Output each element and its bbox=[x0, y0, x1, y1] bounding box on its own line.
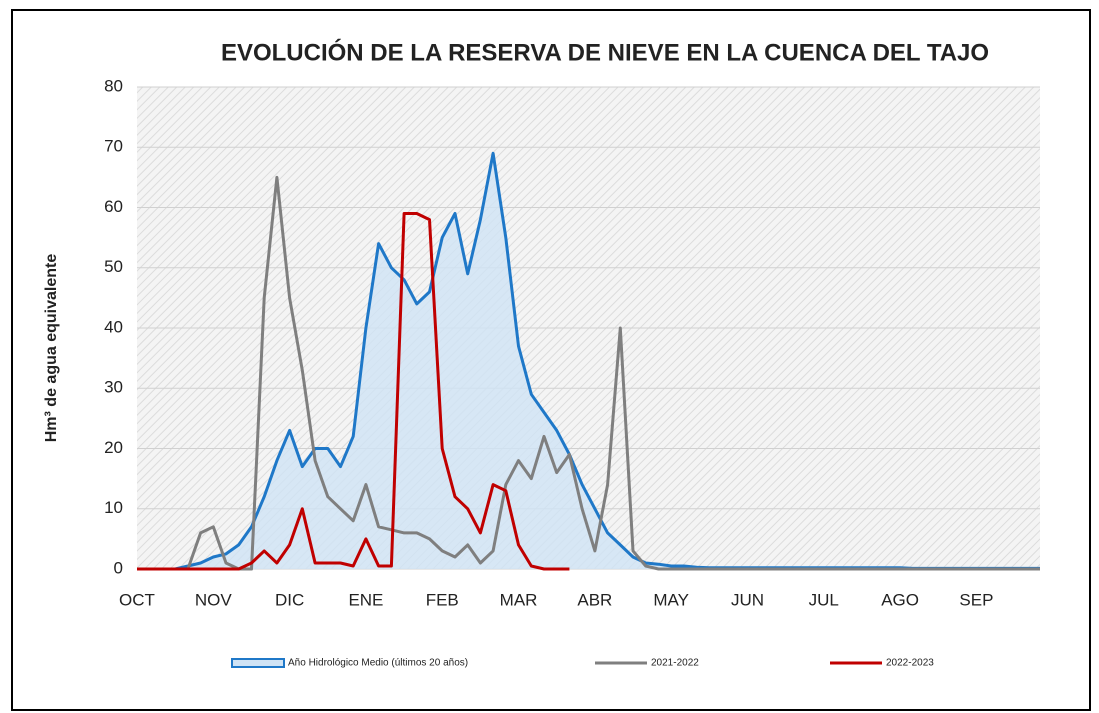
x-tick-label: AGO bbox=[881, 590, 919, 609]
x-tick-label: FEB bbox=[426, 590, 459, 609]
x-tick-label: MAY bbox=[653, 590, 689, 609]
legend-label: Año Hidrológico Medio (últimos 20 años) bbox=[288, 658, 468, 669]
y-tick-label: 10 bbox=[104, 498, 123, 517]
y-tick-label: 40 bbox=[104, 317, 123, 336]
frame bbox=[11, 9, 1091, 711]
x-tick-label: NOV bbox=[195, 590, 233, 609]
y-tick-label: 0 bbox=[114, 558, 123, 577]
area bbox=[137, 153, 1040, 570]
x-tick-label: JUN bbox=[731, 590, 764, 609]
chart-title: EVOLUCIÓN DE LA RESERVA DE NIEVE EN LA C… bbox=[221, 38, 989, 66]
x-tick-label: ABR bbox=[577, 590, 612, 609]
x-tick-label: MAR bbox=[500, 590, 538, 609]
y-tick-label: 20 bbox=[104, 438, 123, 457]
y-tick-label: 60 bbox=[104, 197, 123, 216]
line bbox=[137, 175, 1040, 571]
x-tick-label: SEP bbox=[959, 590, 993, 609]
x-tick-label: DIC bbox=[275, 590, 304, 609]
x-tick-label: JUL bbox=[809, 590, 839, 609]
y-axis-label: Hm³ de agua equivalente bbox=[43, 254, 60, 443]
line bbox=[137, 212, 570, 571]
legend-label: 2021-2022 bbox=[651, 658, 699, 669]
x-tick-label: OCT bbox=[119, 590, 155, 609]
y-tick-label: 70 bbox=[104, 137, 123, 156]
y-tick-label: 30 bbox=[104, 378, 123, 397]
x-tick-label: ENE bbox=[348, 590, 383, 609]
legend-label: 2022-2023 bbox=[886, 658, 934, 669]
y-tick-label: 80 bbox=[104, 76, 123, 95]
y-tick-label: 50 bbox=[104, 257, 123, 276]
legend-swatch bbox=[231, 658, 285, 668]
